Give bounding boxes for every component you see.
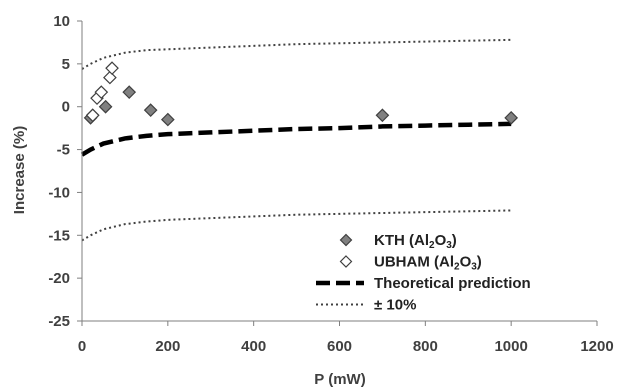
ubham-data-point <box>94 85 109 99</box>
kth-data-point <box>375 108 390 123</box>
tick-labels-group: -25 -20 -15 -10 -5 0 5 10 0 200 400 600 800 1000 1200 <box>48 13 613 355</box>
legend: KTH (Al2O3)UBHAM (Al2O3)Theoretical pred… <box>316 232 531 314</box>
kth-data-point <box>160 112 175 127</box>
y-tick-label: -25 <box>48 313 70 330</box>
legend-label-part: ) <box>477 254 482 271</box>
legend-label-part: O <box>435 232 447 249</box>
y-tick-label: -5 <box>57 142 70 159</box>
y-tick-label: -20 <box>48 270 70 287</box>
legend-label-part: UBHAM (Al <box>374 254 454 271</box>
x-tick-label: 0 <box>78 338 86 355</box>
legend-theoretical-label: Theoretical prediction <box>374 275 531 292</box>
x-tick-label: 600 <box>327 338 352 355</box>
x-tick-label: 1200 <box>580 338 613 355</box>
plus-minus-10-percent-line <box>81 209 512 242</box>
x-tick-label: 800 <box>413 338 438 355</box>
y-axis-title: Increase (%) <box>11 126 28 214</box>
plot-markers-group <box>83 61 519 127</box>
legend-label-subscript: 2 <box>429 240 435 251</box>
legend-ubham-label: UBHAM (Al2O3) <box>374 254 482 273</box>
kth-data-point <box>504 111 519 125</box>
y-tick-label: -15 <box>48 227 70 244</box>
legend-label-part: KTH (Al <box>374 232 429 249</box>
legend-kth-marker <box>339 233 353 247</box>
legend-label-part: ) <box>452 232 457 249</box>
legend-ubham-marker <box>339 255 353 268</box>
x-tick-label: 200 <box>155 338 180 355</box>
axes-group <box>77 20 598 326</box>
ubham-data-point <box>85 108 100 123</box>
kth-data-point <box>143 103 158 117</box>
x-tick-label: 400 <box>241 338 266 355</box>
legend-label-subscript: 3 <box>471 262 477 273</box>
legend-label-subscript: 3 <box>446 240 452 251</box>
y-tick-label: 10 <box>53 13 70 30</box>
legend-kth-label: KTH (Al2O3) <box>374 232 457 251</box>
ubham-data-point <box>103 70 117 85</box>
plus-minus-10-percent-line <box>81 38 512 70</box>
ubham-data-point <box>105 61 119 75</box>
x-axis-title: P (mW) <box>314 371 365 388</box>
y-tick-label: -10 <box>48 184 70 201</box>
theoretical-prediction-line <box>80 121 512 157</box>
legend-label-subscript: 2 <box>454 262 460 273</box>
legend-ten-percent-label: ± 10% <box>374 297 416 314</box>
y-tick-label: 5 <box>62 56 70 73</box>
kth-data-point <box>122 85 137 99</box>
plot-lines-group <box>80 38 512 242</box>
y-tick-label: 0 <box>62 99 70 116</box>
legend-label-part: O <box>460 254 472 271</box>
kth-data-point <box>98 99 113 114</box>
x-tick-label: 1000 <box>494 338 527 355</box>
